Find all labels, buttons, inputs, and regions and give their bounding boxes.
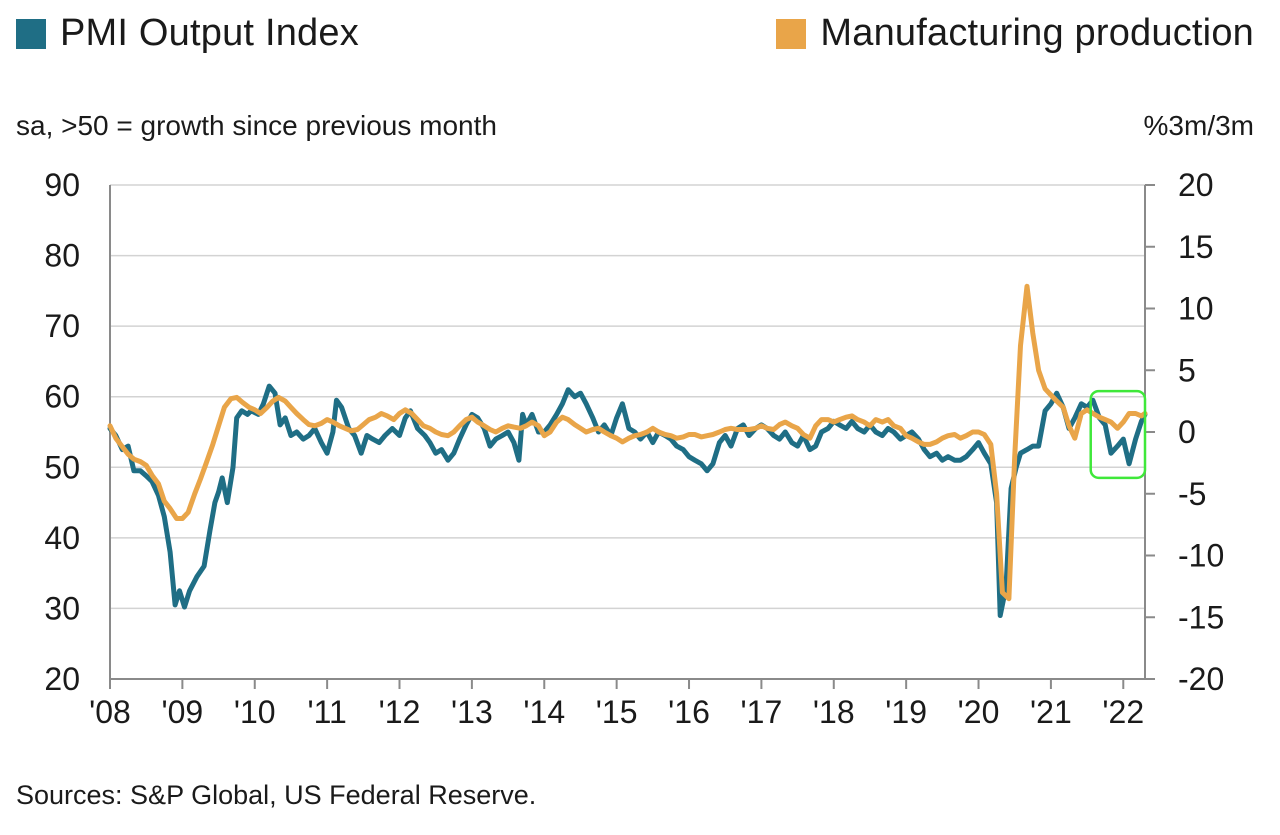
pmi-swatch — [16, 18, 46, 49]
y-left-tick-label: 40 — [44, 520, 80, 556]
x-tick-label: '08 — [89, 694, 131, 730]
y-right-tick-label: -10 — [1178, 538, 1224, 574]
legend-item-production: Manufacturing production — [776, 12, 1254, 55]
x-tick-label: '18 — [813, 694, 855, 730]
y-right-tick-label: 0 — [1178, 414, 1196, 450]
y-right-tick-label: -20 — [1178, 661, 1224, 697]
right-axis-note: %3m/3m — [1143, 110, 1254, 141]
x-tick-label: '22 — [1102, 694, 1144, 730]
y-left-tick-label: 60 — [44, 379, 80, 415]
x-tick-label: '11 — [307, 694, 346, 730]
x-tick-label: '14 — [523, 694, 565, 730]
x-tick-label: '19 — [885, 694, 927, 730]
y-left-tick-label: 30 — [44, 590, 80, 626]
y-right-tick-label: -5 — [1178, 476, 1206, 512]
x-tick-label: '09 — [162, 694, 204, 730]
x-tick-label: '13 — [451, 694, 493, 730]
x-tick-label: '10 — [234, 694, 276, 730]
source-note: Sources: S&P Global, US Federal Reserve. — [16, 780, 537, 810]
x-tick-label: '12 — [379, 694, 421, 730]
y-right-tick-label: 10 — [1178, 291, 1214, 327]
y-left-tick-label: 20 — [44, 661, 80, 697]
legend: PMI Output Index Manufacturing productio… — [0, 12, 1280, 62]
y-right-tick-label: -15 — [1178, 599, 1224, 635]
left-axis-note: sa, >50 = growth since previous month — [16, 110, 497, 141]
legend-item-pmi: PMI Output Index — [16, 12, 359, 55]
y-left-tick-label: 70 — [44, 308, 80, 344]
x-tick-label: '20 — [958, 694, 1000, 730]
y-right-tick-label: 15 — [1178, 229, 1214, 265]
y-left-tick-label: 90 — [44, 167, 80, 203]
y-right-tick-label: 5 — [1178, 352, 1196, 388]
x-tick-label: '15 — [596, 694, 638, 730]
manufacturing-production-line — [107, 283, 1148, 602]
y-left-tick-label: 80 — [44, 238, 80, 274]
legend-label-production: Manufacturing production — [820, 12, 1254, 54]
y-left-tick-label: 50 — [44, 449, 80, 485]
highlight-box — [1089, 389, 1147, 480]
y-right-tick-label: 20 — [1178, 167, 1214, 203]
x-tick-label: '17 — [741, 694, 783, 730]
pmi-output-line — [107, 383, 1148, 618]
x-tick-label: '16 — [668, 694, 710, 730]
production-swatch — [776, 18, 807, 49]
legend-label-pmi: PMI Output Index — [60, 12, 359, 54]
x-tick-label: '21 — [1030, 694, 1072, 730]
